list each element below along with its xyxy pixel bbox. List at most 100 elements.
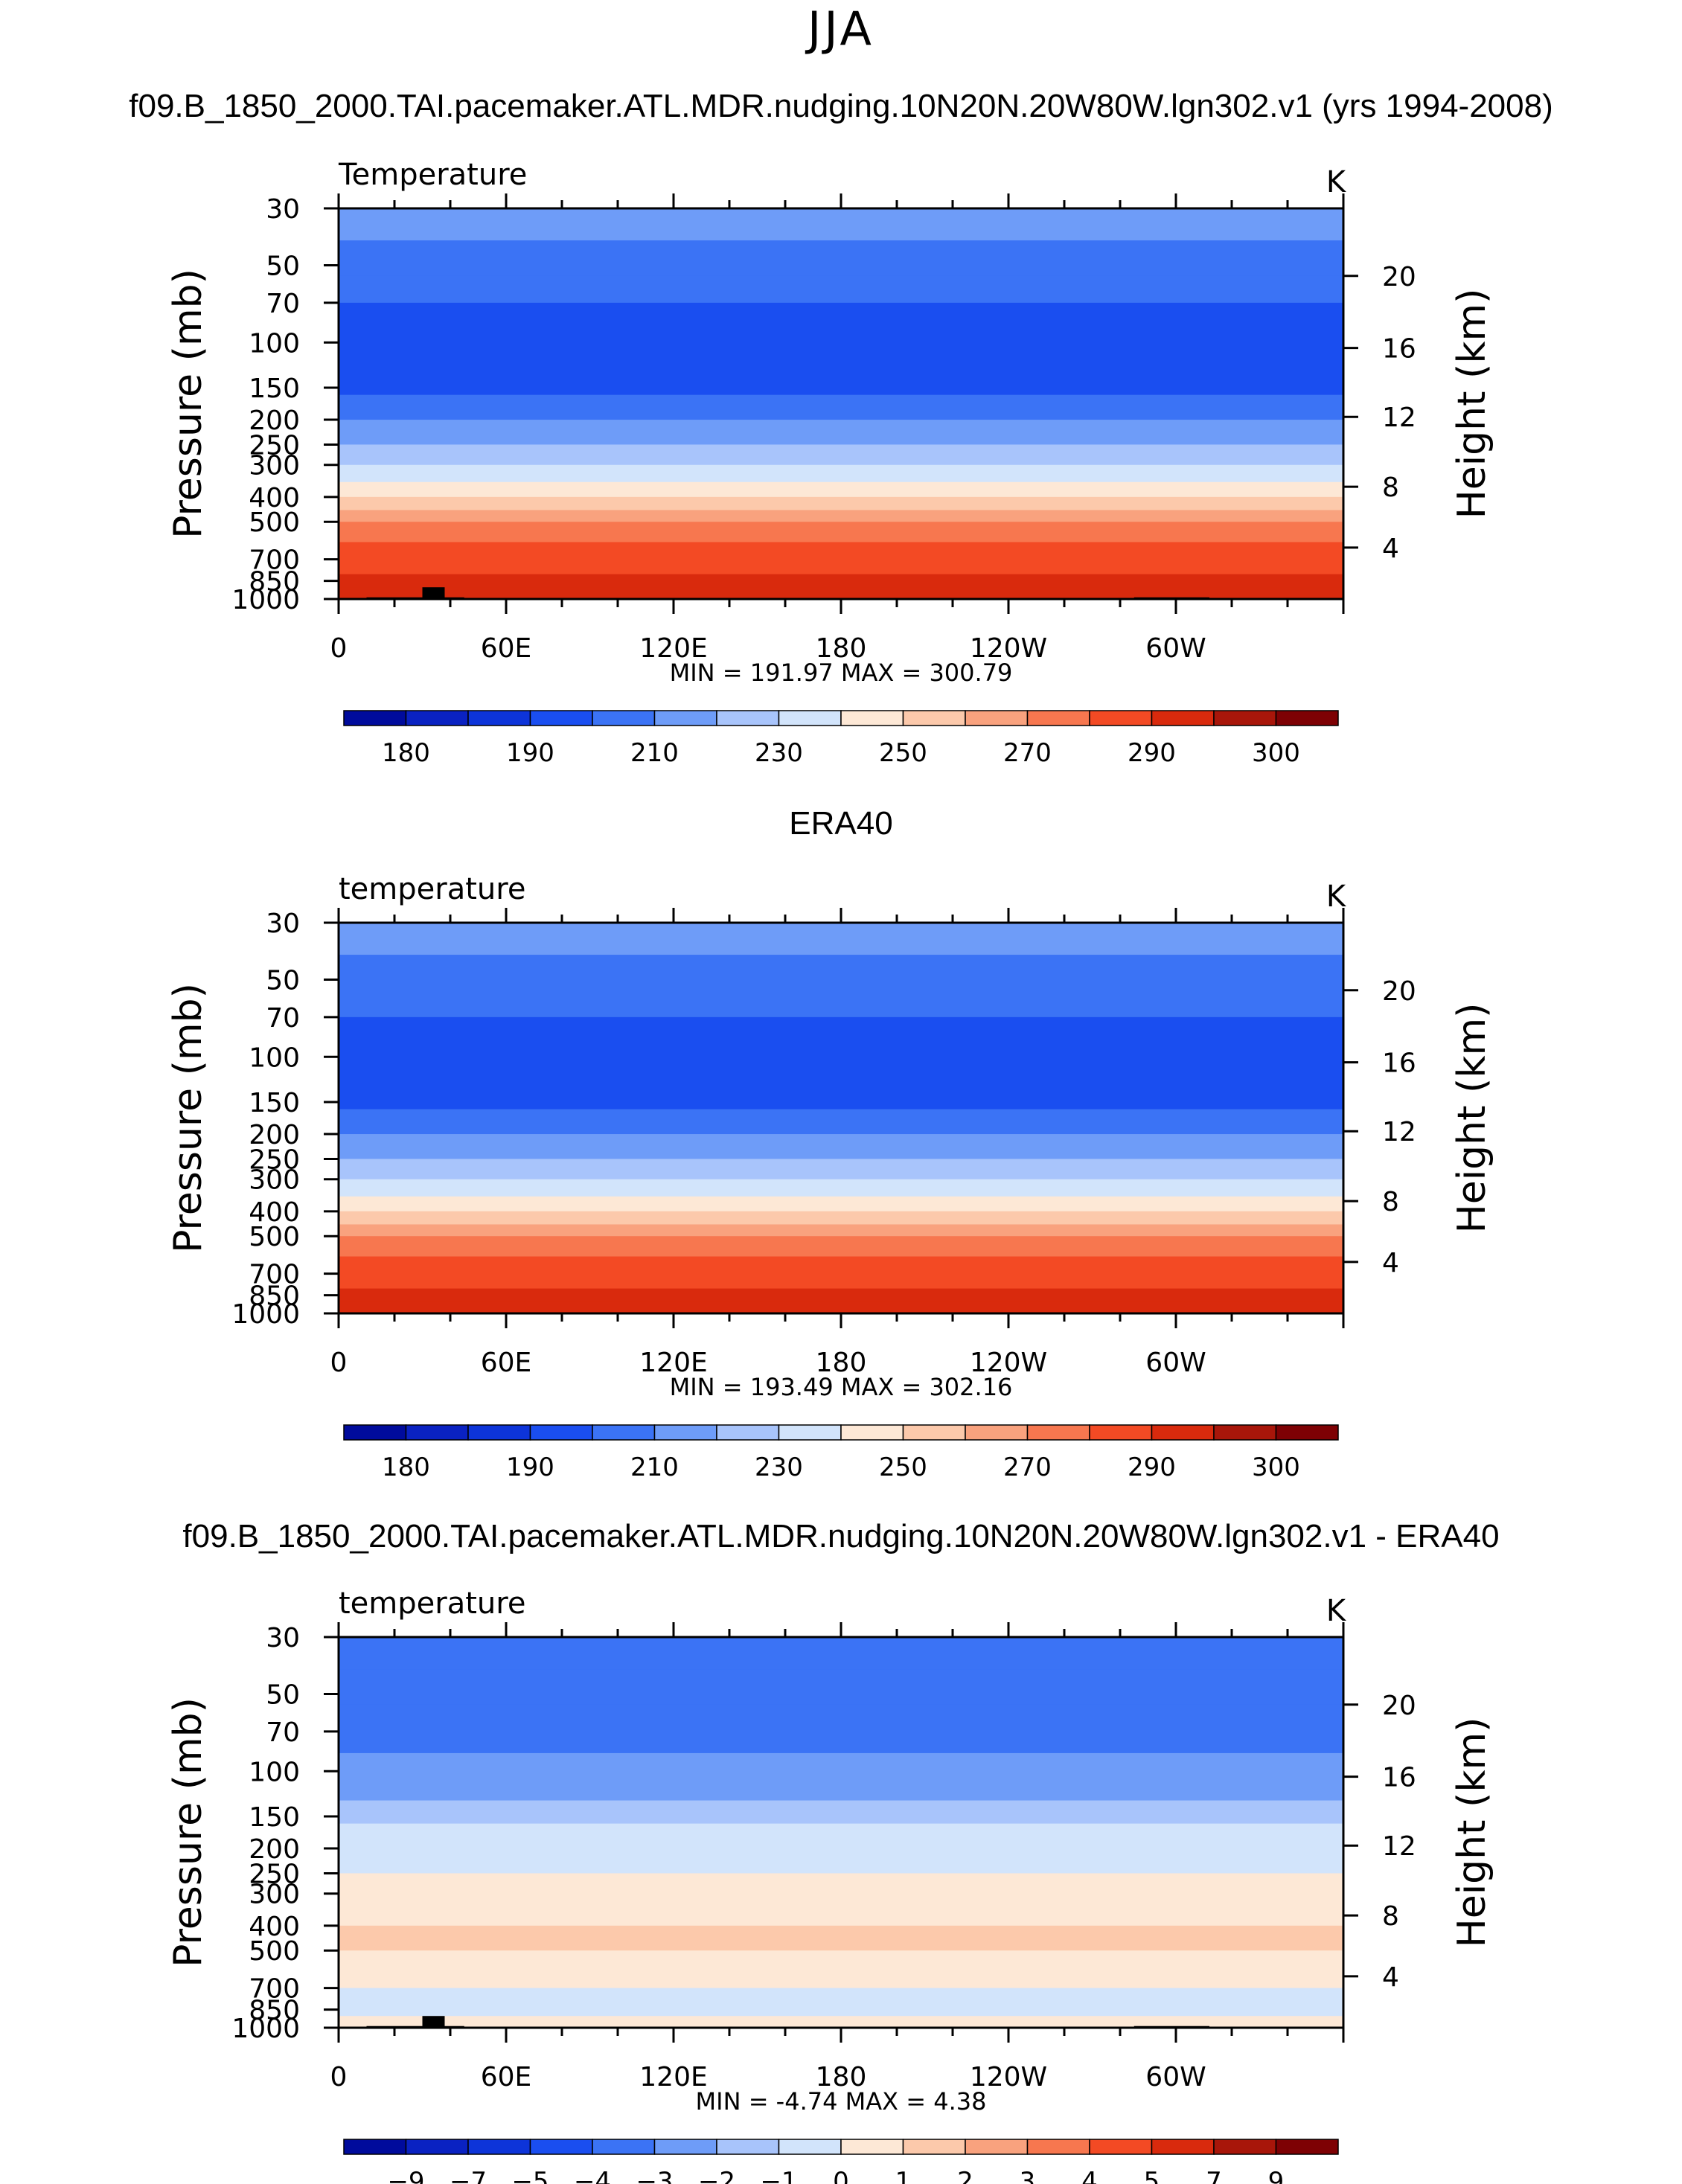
colorbar-label: 190 [506, 1453, 554, 1482]
colorbar-box-9 [902, 2139, 966, 2155]
colorbar-box-0 [343, 710, 407, 726]
height-tick-label: 12 [1382, 1831, 1416, 1862]
contour-band-5 [339, 1771, 1343, 1802]
contour-band-13 [339, 522, 1343, 543]
colorbar-box-11 [1026, 710, 1090, 726]
pressure-tick-label: 1000 [231, 585, 300, 615]
pressure-tick-label: 30 [266, 1623, 300, 1653]
contour-band-10 [339, 481, 1343, 498]
panel-title-era40: ERA40 [789, 805, 893, 842]
height-tick-label: 20 [1382, 262, 1416, 292]
height-tick-label: 4 [1382, 1248, 1399, 1278]
min-max-label: MIN = 193.49 MAX = 302.16 [670, 1373, 1013, 1401]
colorbar-box-7 [778, 710, 842, 726]
colorbar-box-1 [405, 710, 469, 726]
contour-band-16 [339, 2016, 1343, 2028]
colorbar-box-3 [529, 1424, 593, 1441]
colorbar-label: 290 [1128, 738, 1176, 768]
units-label: K [1326, 880, 1347, 914]
min-max-label: MIN = -4.74 MAX = 4.38 [696, 2087, 987, 2116]
height-tick-label: 12 [1382, 403, 1416, 433]
colorbar-box-15 [1275, 2139, 1339, 2155]
height-tick-label: 12 [1382, 1117, 1416, 1147]
contour-band-16 [339, 1288, 1343, 1302]
contour-band-11 [339, 496, 1343, 511]
topography-1 [422, 2016, 445, 2028]
colorbar-box-9 [902, 1424, 966, 1441]
contour-band-1 [339, 240, 1343, 277]
pressure-tick-label: 300 [249, 451, 300, 481]
pressure-tick-label: 850 [249, 1996, 300, 2026]
contour-band-17 [339, 1301, 1343, 1314]
contour-band-3 [339, 1016, 1343, 1057]
height-tick-label: 16 [1382, 334, 1416, 365]
colorbar-box-6 [716, 2139, 780, 2155]
variable-label: Temperature [338, 158, 527, 192]
colorbar-label: 210 [630, 1453, 679, 1482]
colorbar-box-12 [1089, 710, 1153, 726]
height-tick-label: 4 [1382, 534, 1399, 564]
pressure-tick-label: 30 [266, 194, 300, 225]
pressure-tick-label: 400 [249, 483, 300, 513]
colorbar-label: −9 [387, 2167, 424, 2184]
panel-title-model: f09.B_1850_2000.TAI.pacemaker.ATL.MDR.nu… [129, 88, 1553, 124]
x-tick-label: 120E [639, 633, 707, 664]
min-max-label: MIN = 191.97 MAX = 300.79 [670, 659, 1013, 687]
colorbar-box-15 [1275, 710, 1339, 726]
contour-band-7 [339, 1823, 1343, 1849]
colorbar-label: 250 [879, 1453, 927, 1482]
x-tick-label: 120E [639, 1348, 707, 1378]
contour-band-8 [339, 1848, 1343, 1874]
contour-band-3 [339, 1731, 1343, 1754]
pressure-tick-label: 30 [266, 909, 300, 939]
pressure-tick-label: 850 [249, 1281, 300, 1312]
colorbar-label: 7 [1206, 2167, 1222, 2184]
pressure-tick-label: 500 [249, 507, 300, 538]
contour-band-13 [339, 1236, 1343, 1258]
colorbar-box-7 [778, 1424, 842, 1441]
contour-band-8 [339, 1159, 1343, 1180]
colorbar-box-15 [1275, 1424, 1339, 1441]
right-axis-title: Height (km) [1450, 1717, 1494, 1948]
contour-band-15 [339, 559, 1343, 575]
x-tick-label: 60E [481, 1348, 532, 1378]
topography-1 [422, 587, 445, 599]
x-tick-label: 60E [481, 633, 532, 664]
variable-label: temperature [339, 1586, 525, 1621]
colorbar-label: −2 [698, 2167, 735, 2184]
contour-band-2 [339, 275, 1343, 304]
right-axis-title: Height (km) [1450, 289, 1494, 519]
pressure-tick-label: 400 [249, 1912, 300, 1942]
colorbar-box-4 [592, 1424, 656, 1441]
y-axis-title: Pressure (mb) [166, 1697, 211, 1967]
contour-band-15 [339, 1273, 1343, 1290]
colorbar-box-9 [902, 710, 966, 726]
colorbar-label: −3 [636, 2167, 673, 2184]
units-label: K [1326, 1594, 1347, 1628]
x-tick-label: 0 [330, 1348, 348, 1378]
contour-band-4 [339, 1752, 1343, 1772]
x-tick-label: 120W [970, 2062, 1047, 2092]
contour-band-12 [339, 1950, 1343, 1972]
contour-band-1 [339, 1669, 1343, 1706]
contour-band-12 [339, 510, 1343, 522]
figure-title: JJA [808, 1, 874, 56]
x-tick-label: 60E [481, 2062, 532, 2092]
colorbar-label: 190 [506, 738, 554, 768]
pressure-tick-label: 50 [266, 1679, 300, 1710]
pressure-tick-label: 1000 [231, 1299, 300, 1330]
contour-band-14 [339, 1988, 1343, 2004]
x-tick-label: 120W [970, 633, 1047, 664]
contour-band-6 [339, 394, 1343, 420]
pressure-tick-label: 50 [266, 251, 300, 281]
colorbar-label: −1 [760, 2167, 797, 2184]
colorbar-box-10 [965, 2139, 1029, 2155]
contour-band-6 [339, 1800, 1343, 1825]
colorbar-label: 180 [382, 1453, 430, 1482]
colorbar-box-2 [467, 1424, 531, 1441]
contour-band-0 [339, 1637, 1343, 1670]
x-tick-label: 180 [816, 2062, 867, 2092]
height-tick-label: 8 [1382, 1901, 1399, 1932]
colorbar-label: 5 [1144, 2167, 1160, 2184]
height-tick-label: 20 [1382, 976, 1416, 1007]
